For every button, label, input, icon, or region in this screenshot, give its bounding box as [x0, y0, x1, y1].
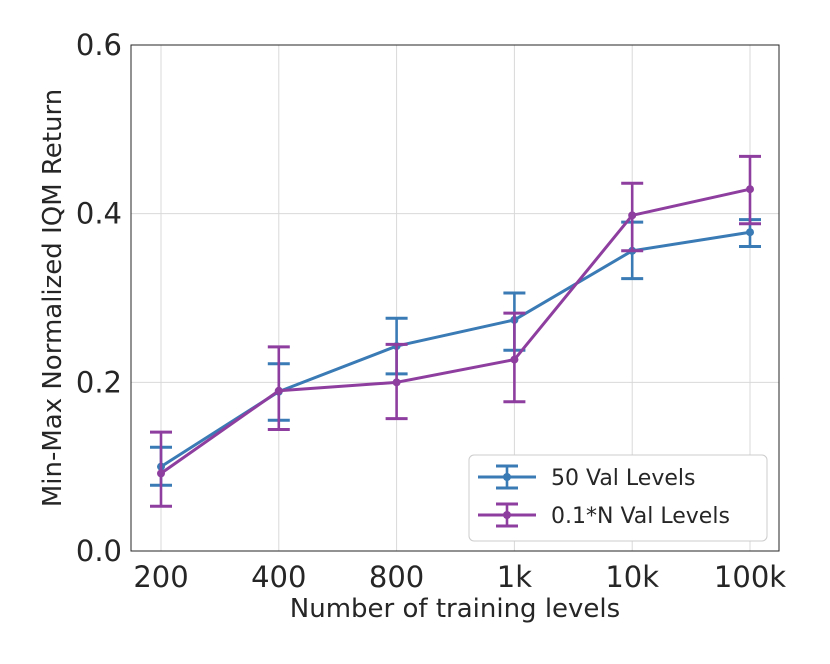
- data-point: [392, 378, 401, 387]
- plot-frame: [130, 44, 780, 552]
- series-1: [150, 218, 761, 487]
- y-tick-label: 0.4: [76, 197, 122, 231]
- series-line: [160, 187, 751, 475]
- y-tick-label: 0.0: [76, 534, 122, 568]
- x-tick-label: 1k: [497, 560, 532, 594]
- legend-marker: [503, 473, 511, 481]
- legend-entry-2: 0.1*N Val Levels: [478, 502, 730, 529]
- x-tick-label: 400: [251, 560, 306, 594]
- y-tick-label: 0.2: [76, 365, 122, 399]
- series-group: [150, 154, 761, 508]
- x-tick-label: 200: [133, 560, 188, 594]
- y-tick-label: 0.6: [76, 28, 122, 62]
- axis-ticks: 200 400 800 1k 10k 100k 0.0 0.2 0.4 0.6: [76, 28, 786, 594]
- legend: 50 Val Levels 0.1*N Val Levels: [468, 454, 768, 542]
- legend-label: 0.1*N Val Levels: [551, 504, 730, 529]
- x-tick-label: 100k: [714, 560, 786, 594]
- data-point: [628, 211, 637, 220]
- data-point: [746, 228, 754, 237]
- y-axis-label: Min-Max Normalized IQM Return: [38, 89, 68, 507]
- x-tick-label: 10k: [605, 560, 659, 594]
- legend-label: 50 Val Levels: [551, 466, 695, 491]
- series-line: [160, 230, 751, 468]
- x-axis-label: Number of training levels: [290, 594, 620, 624]
- x-tick-label: 800: [369, 560, 424, 594]
- legend-box: [468, 454, 768, 542]
- series-2: [150, 154, 761, 508]
- legend-marker: [503, 511, 511, 519]
- legend-entry-1: 50 Val Levels: [478, 464, 695, 491]
- data-point: [510, 355, 519, 364]
- data-point: [274, 386, 283, 395]
- data-point: [746, 185, 754, 194]
- data-point: [157, 469, 165, 478]
